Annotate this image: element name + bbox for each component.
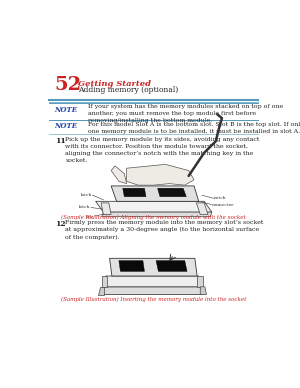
Text: latch: latch — [79, 206, 90, 210]
Text: Pick up the memory module by its sides, avoiding any contact
with its connector.: Pick up the memory module by its sides, … — [65, 137, 260, 163]
Text: Getting Started: Getting Started — [78, 80, 151, 88]
Polygon shape — [96, 201, 212, 212]
Polygon shape — [156, 261, 187, 271]
Text: latch: latch — [80, 193, 92, 197]
Text: (Sample Illustration) Aligning the memory module with the socket: (Sample Illustration) Aligning the memor… — [61, 215, 246, 220]
Polygon shape — [102, 276, 107, 287]
Polygon shape — [101, 203, 111, 215]
Text: 12: 12 — [55, 220, 65, 228]
Text: notch: notch — [214, 196, 227, 200]
Polygon shape — [102, 212, 212, 217]
Polygon shape — [98, 287, 104, 294]
Text: NOTE: NOTE — [54, 106, 77, 114]
Polygon shape — [110, 258, 197, 276]
Polygon shape — [123, 188, 146, 197]
Text: 52: 52 — [55, 76, 82, 94]
Polygon shape — [197, 276, 203, 287]
Polygon shape — [200, 287, 206, 294]
Polygon shape — [196, 203, 208, 215]
Text: Adding memory (optional): Adding memory (optional) — [78, 86, 178, 94]
Polygon shape — [111, 166, 127, 184]
Polygon shape — [127, 165, 194, 185]
Text: (Sample Illustration) Inserting the memory module into the socket: (Sample Illustration) Inserting the memo… — [61, 297, 246, 302]
Text: If your system has the memory modules stacked on top of one
another, you must re: If your system has the memory modules st… — [88, 104, 283, 123]
Polygon shape — [158, 188, 186, 197]
Text: Firmly press the memory module into the memory slot’s socket
at approximately a : Firmly press the memory module into the … — [65, 220, 264, 240]
Text: key: key — [85, 215, 93, 219]
Polygon shape — [104, 276, 200, 287]
Polygon shape — [119, 261, 145, 271]
Text: For this model Slot A is the bottom slot. Slot B is the top slot. If only
one me: For this model Slot A is the bottom slot… — [88, 122, 300, 134]
Polygon shape — [102, 287, 202, 294]
Polygon shape — [111, 186, 199, 201]
Text: connector: connector — [212, 203, 234, 207]
Text: 11: 11 — [55, 137, 65, 145]
Text: NOTE: NOTE — [54, 122, 77, 130]
